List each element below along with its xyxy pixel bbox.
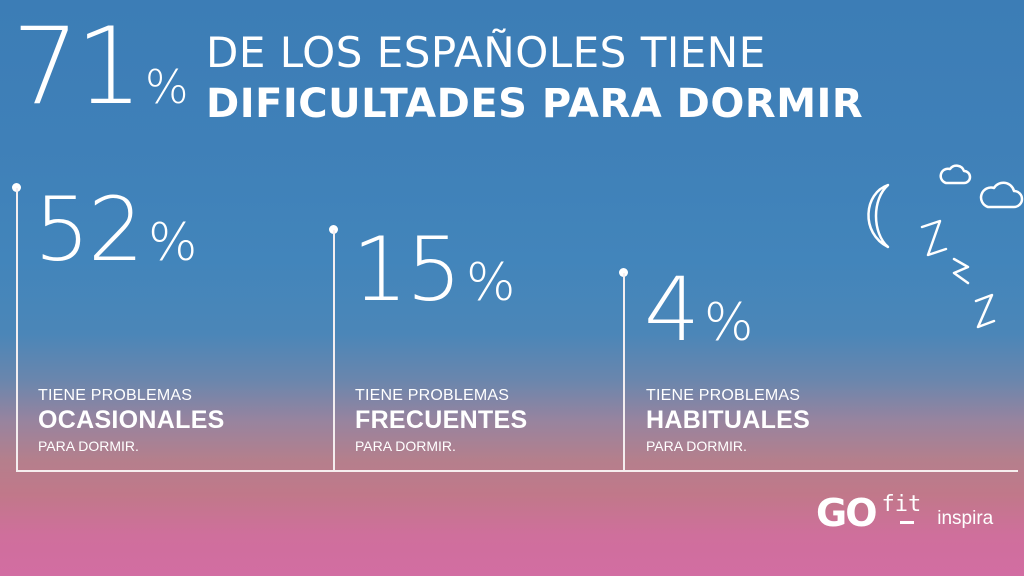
stat-3-label-line3: PARA DORMIR. — [646, 438, 747, 454]
cloud-icon — [979, 181, 1024, 209]
headline-title-line1: DE LOS ESPAÑOLES TIENE — [206, 28, 766, 77]
stat-3-unit: % — [704, 293, 754, 353]
stat-2-number: 15 — [352, 218, 462, 321]
headline-unit: % — [144, 60, 189, 114]
stat-1-label-line3: PARA DORMIR. — [38, 438, 139, 454]
column-3-line — [623, 273, 625, 471]
stat-2-label-line2: FRECUENTES — [355, 406, 528, 434]
cloud-icon — [939, 164, 972, 185]
stat-3-label-line2: HABITUALES — [646, 406, 811, 434]
stat-1-unit: % — [147, 213, 198, 273]
logo-tagline: inspira — [937, 508, 994, 529]
headline-title-line2: DIFICULTADES PARA DORMIR — [206, 81, 864, 127]
stat-1-label-line2: OCASIONALES — [38, 406, 225, 434]
stat-1-label-line1: TIENE PROBLEMAS — [38, 387, 193, 404]
stat-3-value: 4% — [644, 266, 753, 354]
gofit-logo: GO fit inspira — [816, 491, 994, 535]
zzz-icon — [974, 293, 996, 329]
stat-1-label: TIENE PROBLEMAS OCASIONALES PARA DORMIR. — [38, 387, 225, 454]
stat-3-label: TIENE PROBLEMAS HABITUALES PARA DORMIR. — [646, 387, 811, 454]
zzz-icon — [920, 219, 948, 257]
sleep-illustration — [867, 164, 1024, 329]
stat-2-value: 15% — [352, 226, 515, 314]
stat-2-label-line1: TIENE PROBLEMAS — [355, 387, 510, 404]
stat-1-number: 52 — [34, 178, 144, 281]
headline-percentage: 71% — [12, 14, 189, 140]
stat-3-label-line1: TIENE PROBLEMAS — [646, 387, 801, 404]
stat-2-unit: % — [465, 253, 516, 313]
chart-baseline — [16, 470, 1018, 472]
column-1-line — [16, 188, 18, 471]
stat-2-label-line3: PARA DORMIR. — [355, 438, 456, 454]
column-3-dot — [619, 268, 628, 277]
column-2-line — [333, 230, 335, 471]
column-2-dot — [329, 225, 338, 234]
zzz-icon — [952, 257, 970, 285]
stat-2-label: TIENE PROBLEMAS FRECUENTES PARA DORMIR. — [355, 387, 528, 454]
logo-fit: fit — [881, 492, 922, 524]
headline-value: 71 — [12, 5, 143, 128]
column-1-dot — [12, 183, 21, 192]
stat-3-number: 4 — [644, 258, 700, 361]
logo-go: GO — [816, 491, 877, 535]
stat-1-value: 52% — [34, 186, 197, 274]
moon-icon — [867, 183, 890, 249]
